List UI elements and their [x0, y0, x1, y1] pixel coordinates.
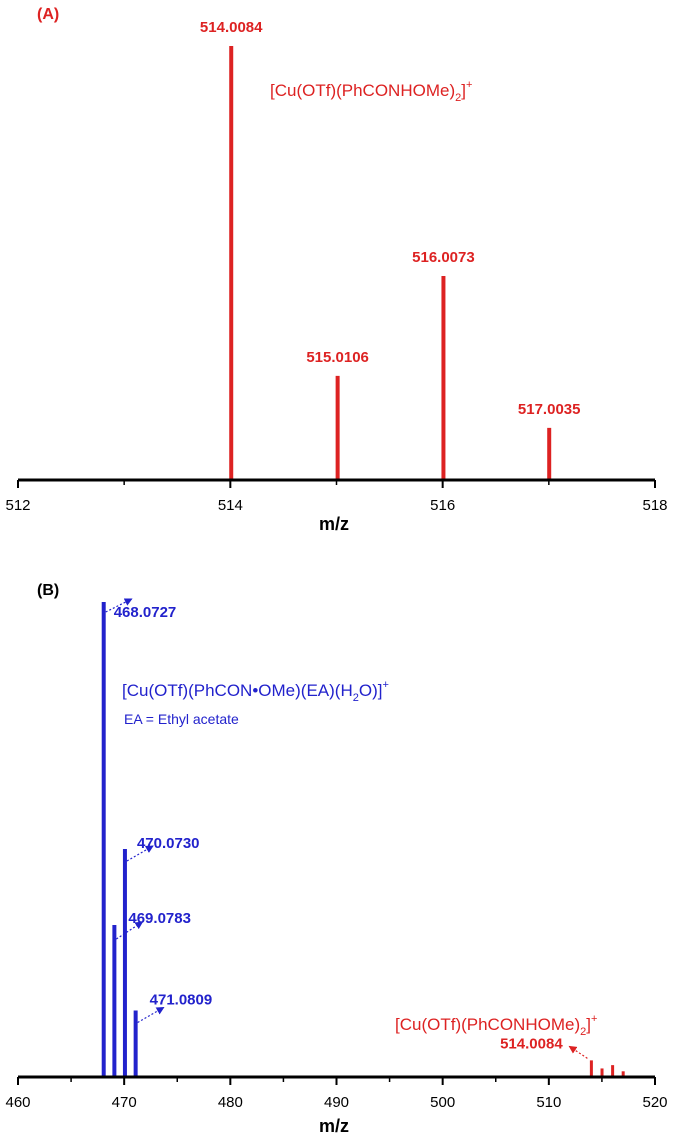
- panel-b-blue-peak-label: 469.0783: [128, 910, 191, 927]
- panel-a: (A) 514.0084 515.0106 516.0073 517.0035 512…: [5, 6, 667, 534]
- panel-b-red-arrow: [568, 1045, 588, 1059]
- panel-a-peak-label: 515.0106: [306, 349, 369, 366]
- panel-a-peaks: 514.0084 515.0106 516.0073 517.0035: [200, 19, 581, 480]
- panel-a-tick-label: 518: [642, 497, 667, 514]
- panel-b-x-axis: 460 470 480 490 500 510 520: [5, 1075, 668, 1111]
- panel-a-peak-label: 514.0084: [200, 19, 263, 36]
- panel-a-tick-label: 516: [430, 497, 455, 514]
- panel-b-blue-arrow: [116, 921, 144, 940]
- panel-b-blue-arrow: [126, 845, 154, 862]
- panel-b-x-axis-title: m/z: [319, 1116, 349, 1136]
- panel-b-blue-arrow: [105, 598, 133, 613]
- panel-a-x-axis-title: m/z: [319, 514, 349, 534]
- panel-b-peaks: 468.0727 469.0783 470.0730 471.0809 514.0084: [101, 598, 625, 1077]
- panel-b-formula-blue: [Cu(OTf)(PhCON•OMe)(EA)(H2O)]+: [122, 679, 389, 704]
- panel-b-ea-note: EA = Ethyl acetate: [124, 711, 239, 727]
- panel-a-tick-label: 514: [218, 497, 243, 514]
- panel-b-tick-label: 500: [430, 1094, 455, 1111]
- panel-b-tick-label: 460: [5, 1094, 30, 1111]
- panel-b-blue-arrow: [137, 1006, 165, 1024]
- panel-b: (B) 468.0727 469.0783 470.0730 471.0809 514.…: [5, 582, 667, 1136]
- panel-a-peak-label: 517.0035: [518, 401, 581, 418]
- panel-b-blue-peak-label: 468.0727: [114, 604, 177, 621]
- panel-b-tick-label: 480: [218, 1094, 243, 1111]
- panel-b-tick-label: 520: [642, 1094, 667, 1111]
- panel-a-formula: [Cu(OTf)(PhCONHOMe)2]+: [270, 79, 472, 104]
- panel-b-formula-red: [Cu(OTf)(PhCONHOMe)2]+: [395, 1013, 597, 1038]
- panel-b-tick-label: 510: [536, 1094, 561, 1111]
- panel-a-peak-label: 516.0073: [412, 249, 475, 266]
- panel-b-tick-label: 490: [324, 1094, 349, 1111]
- panel-b-label: (B): [37, 582, 59, 599]
- panel-b-tick-label: 470: [112, 1094, 137, 1111]
- panel-a-tick-label: 512: [5, 497, 30, 514]
- panel-b-red-peak-label: 514.0084: [500, 1035, 563, 1052]
- panel-a-label: (A): [37, 6, 59, 23]
- panel-b-blue-peak-label: 470.0730: [137, 835, 200, 852]
- panel-a-x-axis: 512 514 516 518: [5, 478, 668, 514]
- panel-b-blue-peak-label: 471.0809: [150, 992, 213, 1009]
